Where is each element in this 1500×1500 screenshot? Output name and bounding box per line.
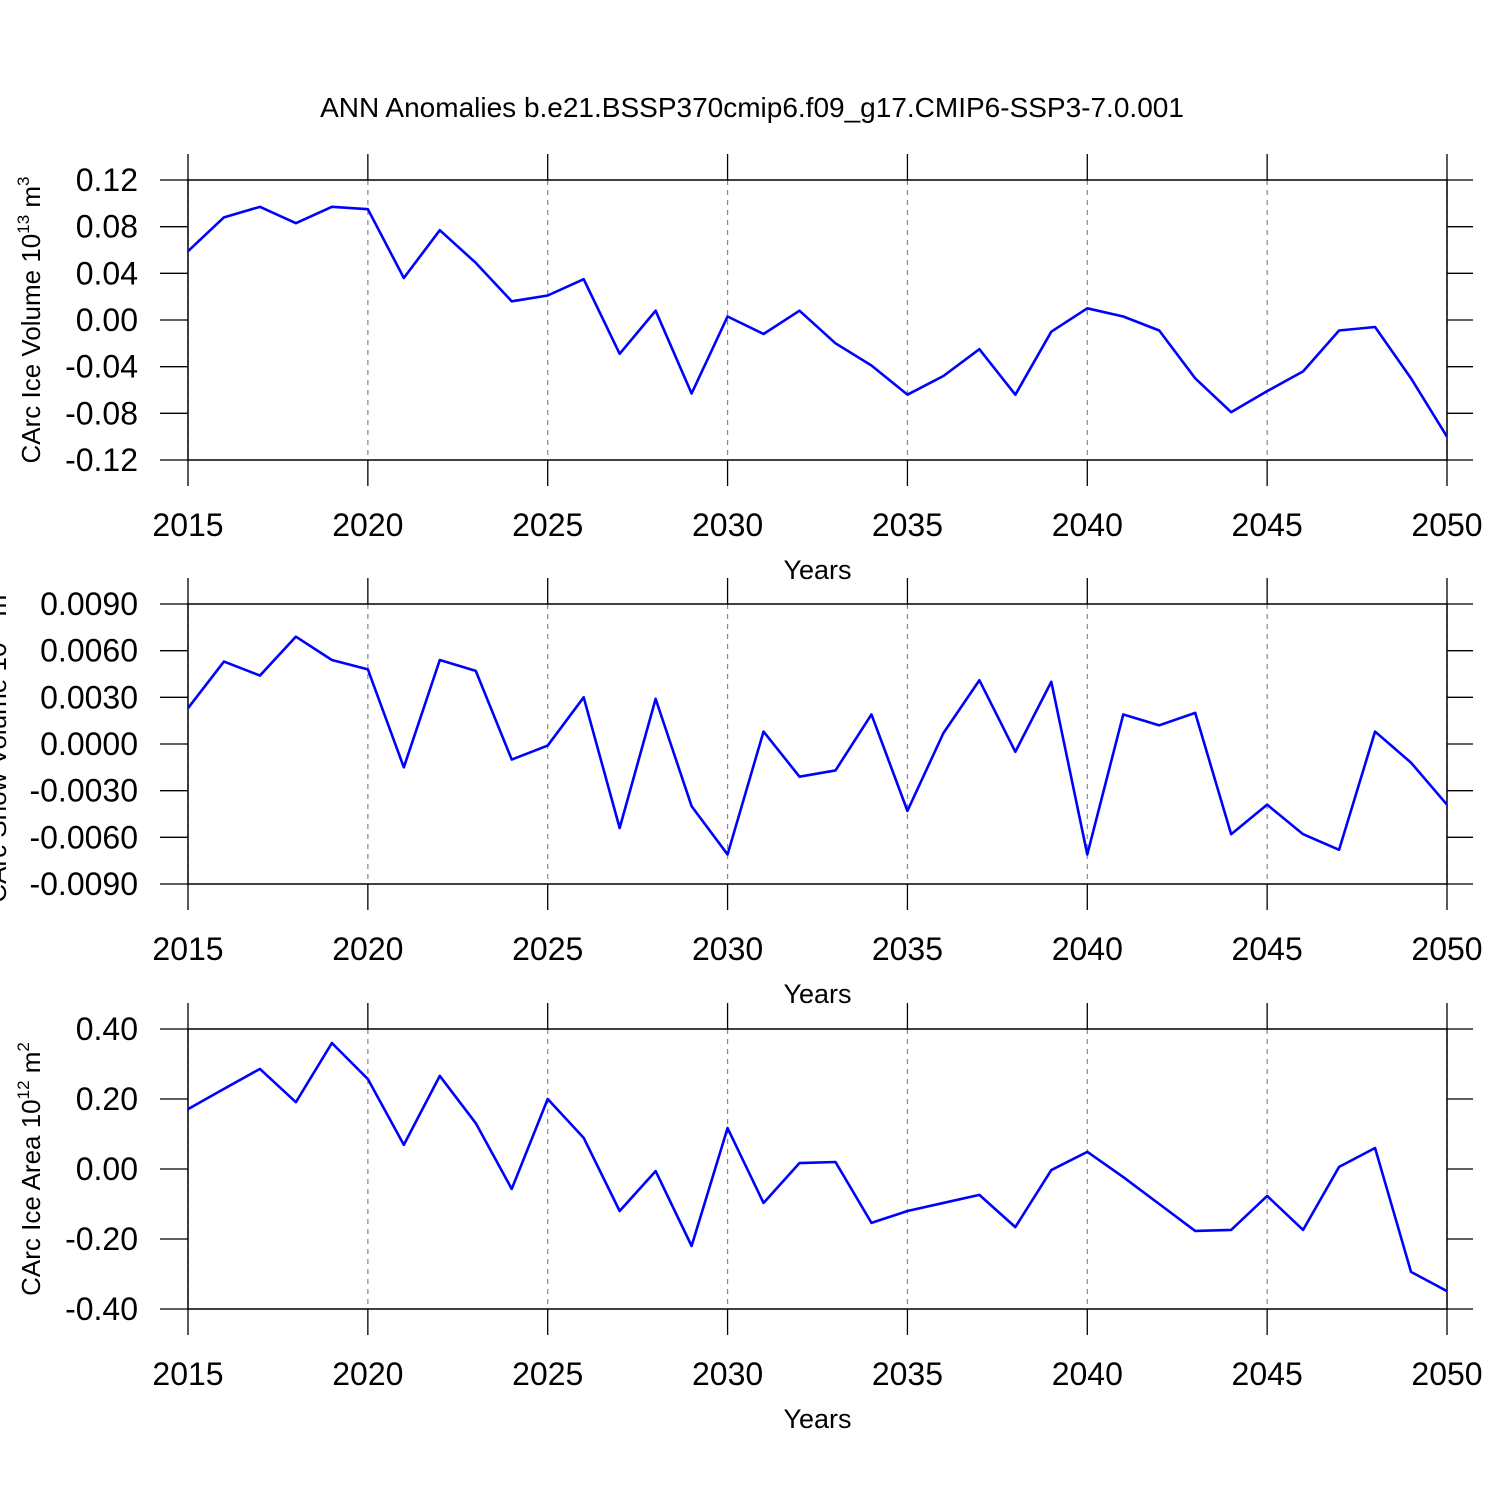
y-tick-label: 0.0090: [40, 586, 138, 622]
x-axis-label: Years: [783, 979, 851, 1009]
y-tick-label: 0.00: [76, 1151, 138, 1187]
y-axis-label-exponent: 12: [14, 1080, 33, 1099]
x-tick-label: 2020: [332, 931, 403, 967]
y-axis-label: CArc Ice Area 1012 m2: [14, 1042, 46, 1296]
x-tick-label: 2045: [1232, 507, 1303, 543]
x-axis-label: Years: [783, 555, 851, 585]
y-tick-label: -0.0090: [29, 866, 138, 902]
x-tick-label: 2040: [1052, 1356, 1123, 1392]
y-tick-label: -0.12: [65, 442, 138, 478]
data-line: [187, 1041, 1448, 1293]
y-tick-label: -0.04: [65, 349, 138, 385]
plot-frame: [187, 1028, 1448, 1310]
x-tick-label: 2050: [1411, 931, 1482, 967]
y-tick-label: -0.20: [65, 1221, 138, 1257]
data-line: [186, 635, 1448, 856]
y-tick-label: 0.04: [76, 255, 138, 291]
y-tick-label: 0.12: [76, 162, 138, 198]
x-tick-label: 2050: [1411, 1356, 1482, 1392]
x-tick-label: 2020: [332, 1356, 403, 1392]
x-tick-label: 2025: [512, 507, 583, 543]
y-tick-label: 0.0030: [40, 679, 138, 715]
x-tick-label: 2045: [1232, 931, 1303, 967]
x-tick-label: 2050: [1411, 507, 1482, 543]
panel: 2015 2020 2025 2030 2035 2040 2045 2050 -0.12 -0.…: [14, 154, 1483, 585]
y-tick-label: 0.20: [76, 1081, 138, 1117]
y-axis-label-part: CArc Snow Volume 10: [0, 643, 12, 903]
y-axis-label-part: CArc Ice Volume 10: [16, 234, 46, 464]
y-tick-label: 0.40: [76, 1011, 138, 1047]
y-axis-label-part: m: [16, 186, 46, 215]
x-tick-label: 2015: [152, 507, 223, 543]
data-line: [187, 205, 1449, 438]
y-tick-label: 0.08: [76, 209, 138, 245]
plot-frame: [187, 179, 1448, 461]
y-tick-label: -0.08: [65, 395, 138, 431]
y-axis-label-part: CArc Ice Area 10: [16, 1099, 46, 1296]
y-axis-label-exponent: 3: [14, 176, 33, 185]
x-tick-label: 2035: [872, 931, 943, 967]
y-axis-label-exponent: 13: [14, 215, 33, 234]
x-tick-label: 2025: [512, 931, 583, 967]
x-tick-label: 2030: [692, 507, 763, 543]
y-tick-label: -0.0030: [29, 773, 138, 809]
y-axis-label: CArc Ice Volume 1013 m3: [14, 176, 46, 463]
y-axis-label-exponent: 2: [14, 1042, 33, 1051]
x-tick-label: 2020: [332, 507, 403, 543]
x-tick-label: 2030: [692, 931, 763, 967]
x-tick-label: 2035: [872, 507, 943, 543]
y-tick-label: 0.00: [76, 302, 138, 338]
x-tick-label: 2045: [1232, 1356, 1303, 1392]
figure-title: ANN Anomalies b.e21.BSSP370cmip6.f09_g17…: [320, 92, 1184, 123]
x-tick-label: 2030: [692, 1356, 763, 1392]
y-tick-label: 0.0000: [40, 726, 138, 762]
y-tick-label: -0.40: [65, 1291, 138, 1327]
x-tick-label: 2035: [872, 1356, 943, 1392]
x-tick-label: 2015: [152, 931, 223, 967]
y-axis-label-part: m: [0, 595, 12, 624]
panel: 2015 2020 2025 2030 2035 2040 2045 2050 -0.40 -0.…: [14, 1003, 1483, 1434]
y-axis-label: CArc Snow Volume 1013 m3: [0, 585, 12, 902]
x-axis-label: Years: [783, 1404, 851, 1434]
x-tick-label: 2040: [1052, 507, 1123, 543]
panel: 2015 2020 2025 2030 2035 2040 2045 2050 -0.0090 -…: [0, 578, 1483, 1009]
y-tick-label: 0.0060: [40, 633, 138, 669]
y-axis-label-part: m: [16, 1052, 46, 1081]
plot-frame: [187, 603, 1448, 885]
x-tick-label: 2025: [512, 1356, 583, 1392]
x-tick-label: 2015: [152, 1356, 223, 1392]
x-tick-label: 2040: [1052, 931, 1123, 967]
y-tick-label: -0.0060: [29, 819, 138, 855]
